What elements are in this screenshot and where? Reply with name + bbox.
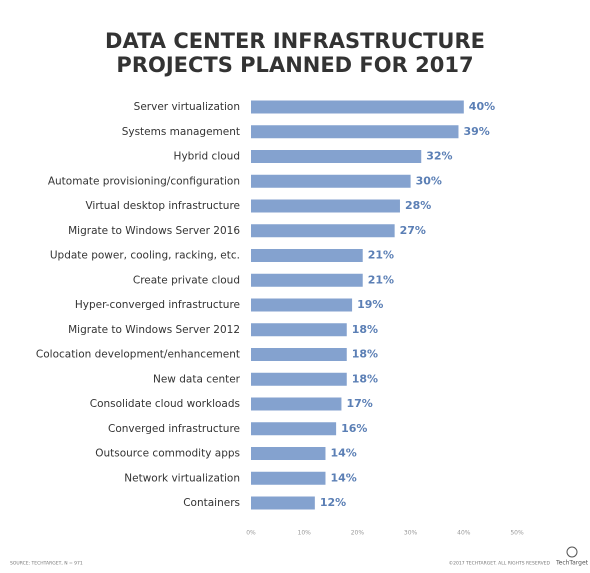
data-label: 28% — [405, 199, 431, 212]
bar — [251, 422, 337, 436]
bar — [251, 298, 353, 312]
y-tick-label: Migrate to Windows Server 2016 — [68, 225, 240, 237]
bar — [251, 174, 411, 188]
x-tick-label: 20% — [351, 530, 365, 537]
y-tick-label: Automate provisioning/configuration — [48, 175, 240, 187]
data-label: 18% — [352, 323, 378, 336]
y-tick-label: Virtual desktop infrastructure — [85, 200, 240, 212]
data-label: 18% — [352, 348, 378, 361]
data-label: 17% — [346, 397, 372, 410]
y-tick-label: Consolidate cloud workloads — [90, 398, 240, 410]
data-label: 16% — [341, 422, 367, 435]
x-tick-label: 10% — [298, 530, 312, 537]
data-label: 14% — [330, 471, 356, 484]
bar — [251, 397, 342, 411]
bar — [251, 372, 347, 386]
bar — [251, 471, 326, 485]
y-tick-label: Create private cloud — [133, 274, 240, 286]
logo-icon — [566, 546, 578, 558]
y-tick-label: Update power, cooling, racking, etc. — [50, 250, 240, 262]
y-tick-label: Hyper-converged infrastructure — [75, 299, 240, 311]
data-label: 39% — [463, 125, 489, 138]
bar — [251, 496, 315, 510]
bar — [251, 273, 363, 287]
logo: TechTarget — [555, 560, 589, 567]
y-tick-label: Server virtualization — [134, 101, 240, 113]
y-tick-label: Containers — [183, 497, 240, 509]
y-tick-label: Migrate to Windows Server 2012 — [68, 324, 240, 336]
x-tick-label: 30% — [404, 530, 418, 537]
y-tick-label: New data center — [153, 373, 241, 385]
copyright: ©2017 TECHTARGET. ALL RIGHTS RESERVED — [449, 560, 551, 567]
data-label: 14% — [330, 447, 356, 460]
x-tick-label: 40% — [457, 530, 471, 537]
bar — [251, 249, 363, 262]
data-label: 19% — [357, 298, 383, 311]
data-label: 27% — [400, 224, 426, 237]
bar — [251, 150, 422, 163]
y-tick-label: Outsource commodity apps — [95, 448, 240, 460]
y-tick-label: Converged infrastructure — [108, 423, 240, 435]
chart-title: DATA CENTER INFRASTRUCTURE — [105, 29, 485, 53]
bar — [251, 125, 459, 139]
y-tick-label: Colocation development/enhancement — [36, 349, 240, 361]
source-note: SOURCE: TECHTARGET, N = 971 — [10, 561, 83, 567]
y-tick-label: Systems management — [122, 126, 240, 138]
bar — [251, 224, 395, 238]
data-label: 18% — [352, 372, 378, 385]
data-label: 21% — [368, 273, 394, 286]
data-label: 12% — [320, 496, 346, 509]
bar — [251, 199, 400, 213]
data-label: 32% — [426, 150, 452, 163]
x-tick-label: 0% — [246, 530, 256, 537]
y-tick-label: Network virtualization — [124, 472, 240, 484]
x-tick-label: 50% — [510, 530, 524, 537]
bar — [251, 348, 347, 361]
y-tick-label: Hybrid cloud — [174, 151, 240, 163]
bar — [251, 447, 326, 460]
bar — [251, 323, 347, 337]
data-label: 40% — [469, 100, 495, 113]
data-label: 21% — [368, 249, 394, 262]
bar — [251, 100, 464, 114]
data-label: 30% — [416, 174, 442, 187]
chart-title: PROJECTS PLANNED FOR 2017 — [116, 53, 473, 77]
